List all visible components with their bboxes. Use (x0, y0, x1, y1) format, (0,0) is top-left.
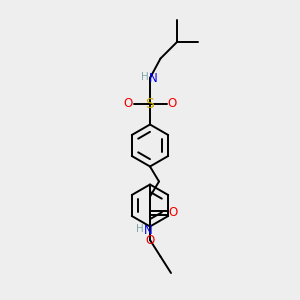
Text: N: N (148, 71, 158, 85)
Text: N: N (144, 224, 153, 238)
Text: H: H (136, 224, 143, 235)
Text: O: O (167, 97, 176, 110)
Text: O: O (124, 97, 133, 110)
Text: H: H (141, 71, 148, 82)
Text: S: S (146, 97, 154, 110)
Text: O: O (146, 233, 154, 247)
Text: O: O (169, 206, 178, 220)
